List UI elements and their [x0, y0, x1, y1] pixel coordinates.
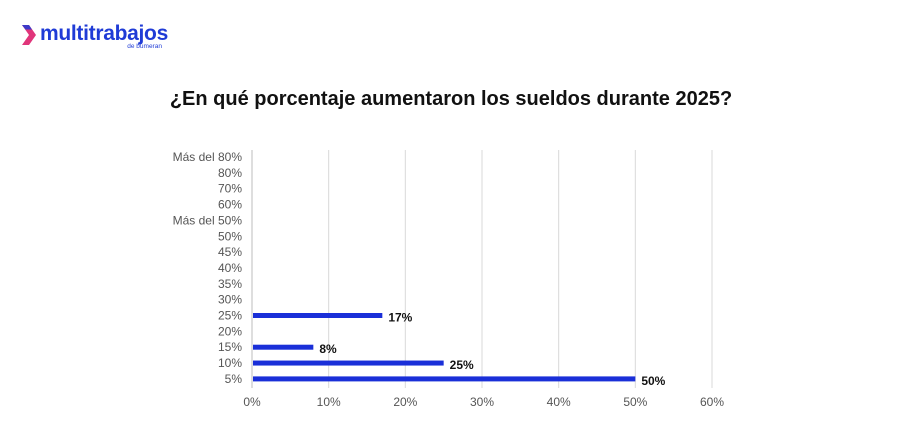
x-tick-label: 40% — [547, 395, 571, 409]
x-tick-label: 60% — [700, 395, 724, 409]
logo-chevron-icon — [22, 25, 36, 45]
x-tick-label: 0% — [243, 395, 261, 409]
category-label: 80% — [218, 166, 242, 180]
data-label: 17% — [388, 311, 412, 325]
x-tick-labels: 0% 10% 20% 30% 40% 50% 60% — [243, 395, 724, 409]
category-label: 25% — [218, 309, 242, 323]
category-label: 10% — [218, 356, 242, 370]
grid-lines — [251, 150, 713, 388]
category-label: 35% — [218, 277, 242, 291]
category-label: 15% — [218, 340, 242, 354]
category-label: Más del 50% — [173, 213, 243, 227]
bar — [253, 313, 383, 318]
category-label: 5% — [225, 372, 243, 386]
category-label: 50% — [218, 229, 242, 243]
category-label: Más del 80% — [173, 150, 243, 164]
x-tick-label: 30% — [470, 395, 494, 409]
logo-wordmark: multitrabajos de bumeran — [40, 22, 168, 50]
bar — [253, 344, 314, 350]
data-label: 8% — [319, 342, 337, 356]
bar — [253, 360, 444, 366]
data-label: 25% — [450, 358, 474, 372]
x-tick-label: 50% — [623, 395, 647, 409]
data-labels: 17% 8% 25% 50% — [319, 311, 665, 388]
logo-text: multitrabajos — [40, 22, 168, 45]
category-label: 60% — [218, 198, 242, 212]
category-label: 70% — [218, 182, 242, 196]
category-label: 30% — [218, 293, 242, 307]
data-label: 50% — [641, 374, 665, 388]
chart-title: ¿En qué porcentaje aumentaron los sueldo… — [169, 88, 733, 110]
category-label: 20% — [218, 324, 242, 338]
category-label: 45% — [218, 245, 242, 259]
category-labels: Más del 80% 80% 70% 60%Más del 50% 50% 45% 40%… — [173, 150, 243, 386]
bar — [253, 376, 636, 382]
category-label: 40% — [218, 261, 242, 275]
x-tick-label: 20% — [393, 395, 417, 409]
x-tick-label: 10% — [317, 395, 341, 409]
logo-subtext: de bumeran — [127, 43, 162, 50]
brand-logo[interactable]: multitrabajos de bumeran — [20, 22, 168, 52]
bars — [253, 313, 636, 382]
